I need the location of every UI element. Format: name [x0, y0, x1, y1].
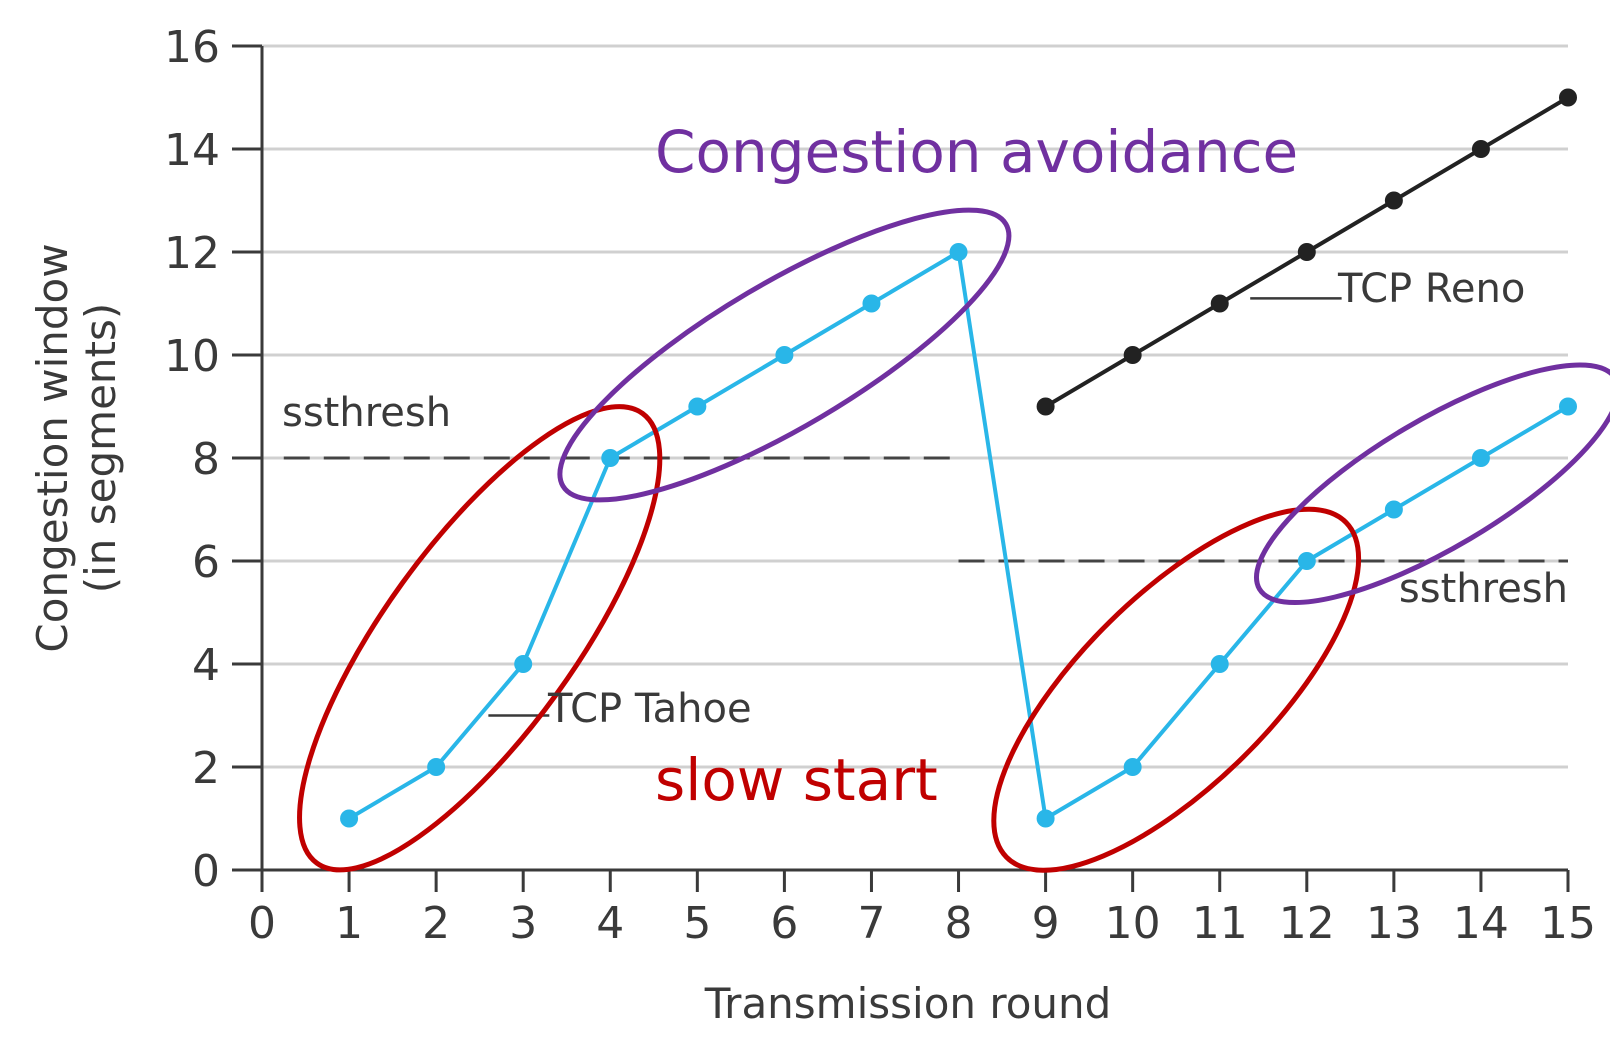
data-point-tcp-reno-9 [1036, 397, 1055, 416]
x-tick-label-2: 2 [422, 898, 450, 949]
annotation-congestion-avoidance: Congestion avoidance [655, 118, 1298, 186]
ssthresh-lines [283, 456, 1568, 563]
y-tick-label-6: 6 [192, 537, 220, 588]
data-point-tcp-tahoe-7 [862, 294, 881, 313]
data-point-tcp-tahoe-11 [1210, 655, 1229, 673]
congestion-avoidance-ellipse-2 [1254, 362, 1610, 606]
x-tick-label-10: 10 [1105, 898, 1161, 949]
data-point-tcp-tahoe-12 [1297, 552, 1316, 570]
y-tick-label-14: 14 [164, 125, 220, 176]
data-point-tcp-reno-13 [1384, 191, 1403, 210]
data-point-tcp-tahoe-13 [1384, 500, 1403, 519]
congestion-avoidance-ellipse-1 [557, 207, 1012, 503]
y-tick-label-10: 10 [164, 331, 220, 382]
ssthresh-label-right: ssthresh [1399, 566, 1568, 612]
series-label-tcp-tahoe: TCP Tahoe [547, 686, 752, 732]
data-point-tcp-tahoe-14 [1471, 449, 1490, 467]
y-tick-label-4: 4 [192, 640, 220, 691]
y-tick-label-12: 12 [164, 228, 220, 279]
x-tick-label-3: 3 [509, 898, 537, 949]
data-point-tcp-reno-11 [1210, 294, 1229, 313]
x-tick-label-12: 12 [1279, 898, 1335, 949]
data-point-tcp-reno-12 [1297, 243, 1316, 261]
x-tick-label-0: 0 [248, 898, 276, 949]
data-point-tcp-tahoe-2 [427, 758, 446, 776]
y-tick-label-2: 2 [192, 743, 220, 794]
x-tick-label-8: 8 [945, 898, 973, 949]
x-tick-label-9: 9 [1032, 898, 1060, 949]
x-tick-label-5: 5 [683, 898, 711, 949]
data-point-tcp-reno-10 [1123, 346, 1142, 364]
y-axis-title-line2: (in segments) [76, 303, 125, 594]
data-point-tcp-tahoe-9 [1036, 809, 1055, 828]
data-point-tcp-tahoe-8 [949, 243, 968, 261]
data-point-tcp-tahoe-1 [340, 809, 359, 828]
y-axis-title-line1: Congestion window [28, 243, 77, 652]
data-point-tcp-tahoe-15 [1559, 397, 1577, 416]
data-series [340, 88, 1577, 828]
slow-start-ellipse-2 [991, 506, 1362, 873]
x-tick-label-15: 15 [1540, 898, 1596, 949]
data-point-tcp-tahoe-6 [775, 346, 794, 364]
data-point-tcp-reno-14 [1471, 140, 1490, 158]
x-tick-label-4: 4 [596, 898, 624, 949]
data-point-tcp-tahoe-4 [601, 449, 620, 467]
series-label-tcp-reno: TCP Reno [1337, 266, 1525, 312]
chart-labels: Congestion avoidance slow start TCP Taho… [28, 118, 1568, 1028]
series-line-tcp-tahoe [348, 250, 1570, 821]
y-tick-label-8: 8 [192, 434, 220, 485]
annotation-slow-start: slow start [655, 746, 938, 814]
x-tick-label-11: 11 [1192, 898, 1248, 949]
data-point-tcp-tahoe-5 [688, 397, 707, 416]
phase-ellipses [297, 207, 1610, 873]
x-tick-label-1: 1 [335, 898, 363, 949]
x-tick-label-14: 14 [1453, 898, 1509, 949]
data-point-tcp-tahoe-10 [1123, 758, 1142, 776]
x-tick-label-7: 7 [857, 898, 885, 949]
x-tick-label-13: 13 [1366, 898, 1422, 949]
data-point-tcp-reno-15 [1559, 88, 1577, 107]
x-tick-label-6: 6 [770, 898, 798, 949]
x-axis-title: Transmission round [704, 979, 1112, 1028]
data-point-tcp-tahoe-3 [514, 655, 533, 673]
y-tick-label-0: 0 [192, 846, 220, 897]
ssthresh-label-left: ssthresh [282, 390, 451, 436]
slow-start-ellipse-1 [297, 404, 663, 873]
y-tick-label-16: 16 [164, 22, 220, 73]
